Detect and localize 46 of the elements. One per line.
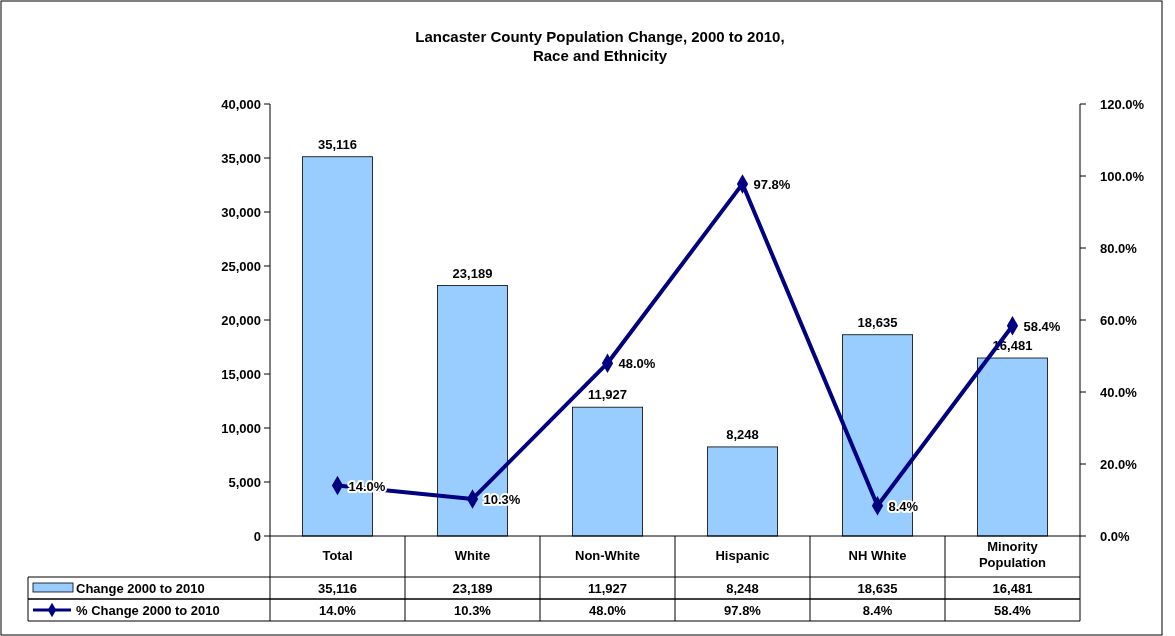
y-tick-label: 0 [253,528,261,544]
legend-label: Change 2000 to 2010 [76,581,205,596]
y2-tick-label: 0.0% [1100,528,1131,544]
y-tick-label: 30,000 [221,204,261,220]
text: 18,635 [857,314,898,330]
x-tick-label: Minority Population [978,539,1047,570]
data-label: 10.3% [454,603,492,618]
text: 97.8% [753,176,791,192]
y2-tick-label: 80.0% [1100,240,1138,256]
y2-tick-label: 20.0% [1100,456,1138,472]
x-tick-label: NH White [848,548,907,563]
chart-title: Lancaster County Population Change, 2000 to 2010, Race and Ethnicity [415,28,785,64]
data-label: 35,116 [317,581,358,596]
data-label: 58.4% [994,603,1032,618]
y-tick-label: 35,000 [221,150,261,166]
data-label: 97.8% [724,603,762,618]
y-tick-label: 25,000 [221,258,261,274]
data-label: 16,481 [992,581,1033,596]
text: 23,189 [452,265,493,281]
data-label: 8,248 [726,581,759,596]
y2-tick-label: 120.0% [1100,96,1145,112]
x-tick-label: White [454,548,491,563]
y-tick-label: 5,000 [228,474,261,490]
x-tick-label: Total [322,548,353,563]
text: 14.0% [348,478,386,494]
y-tick-label: 10,000 [221,420,261,436]
data-label: 48.0% [589,603,627,618]
text: 11,927 [587,387,628,403]
data-label: 23,189 [452,581,493,596]
y-tick-label: 15,000 [221,366,261,382]
y-tick-label: 40,000 [221,96,261,112]
data-label: 8.4% [862,603,893,618]
text: 48.0% [618,356,656,372]
legend-label: % Change 2000 to 2010 [76,603,220,618]
y2-tick-label: 40.0% [1100,384,1138,400]
text: 8,248 [726,426,759,442]
y2-tick-label: 60.0% [1100,312,1138,328]
y2-tick-label: 100.0% [1100,168,1145,184]
x-tick-label: Hispanic [715,548,770,563]
data-label: 14.0% [319,603,357,618]
y-tick-label: 20,000 [221,312,261,328]
text: 58.4% [1023,318,1061,334]
data-label: 18,635 [857,581,898,596]
x-tick-label: Non-White [575,548,640,563]
text: 35,116 [317,136,358,152]
data-label: 11,927 [587,581,628,596]
